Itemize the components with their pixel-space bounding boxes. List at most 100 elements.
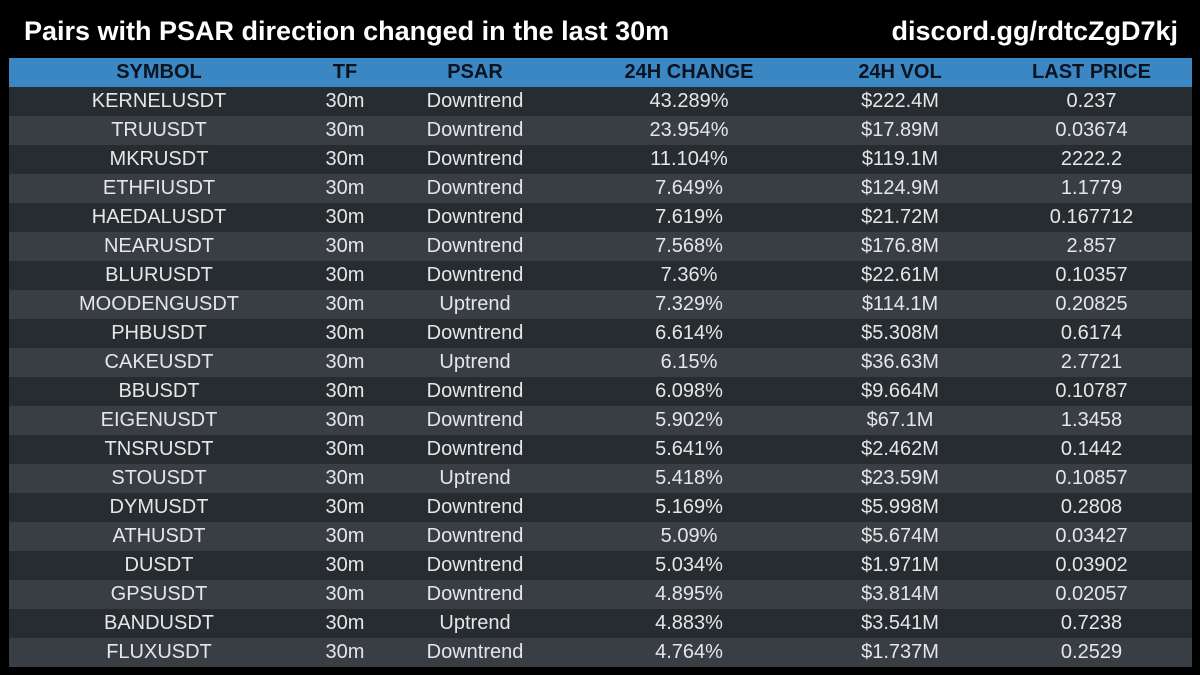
table-row[interactable]: HAEDALUSDT 30m Downtrend 7.619% $21.72M 0.167… (9, 203, 1192, 232)
volume-cell: $36.63M (861, 351, 939, 373)
symbol-cell: FLUXUSDT (106, 641, 212, 663)
table-row[interactable]: KERNELUSDT 30m Downtrend 43.289% $222.4M 0.23… (9, 87, 1192, 116)
change-cell: 6.614% (655, 322, 723, 344)
tf-cell: 30m (325, 380, 365, 402)
symbol-cell: KERNELUSDT (91, 90, 227, 112)
change-cell: 7.36% (660, 264, 718, 286)
tf-cell: 30m (325, 438, 365, 460)
table-row[interactable]: ATHUSDT 30m Downtrend 5.09% $5.674M 0.03427 (9, 522, 1192, 551)
price-cell: 0.10787 (1055, 380, 1128, 402)
column-header-symbol[interactable]: SYMBOL (116, 61, 202, 83)
psar-cell: Downtrend (426, 496, 524, 518)
symbol-cell: MOODENGUSDT (79, 293, 239, 315)
psar-cell: Downtrend (426, 206, 524, 228)
tf-cell: 30m (325, 235, 365, 257)
table-row[interactable]: STOUSDT 30m Uptrend 5.418% $23.59M 0.10857 (9, 464, 1192, 493)
column-header-psar[interactable]: PSAR (447, 61, 503, 83)
price-cell: 1.3458 (1060, 409, 1123, 431)
symbol-cell: NEARUSDT (103, 235, 214, 257)
table-body: KERNELUSDT 30m Downtrend 43.289% $222.4M 0.23… (9, 87, 1192, 667)
table-row[interactable]: CAKEUSDT 30m Uptrend 6.15% $36.63M 2.7721 (9, 348, 1192, 377)
table-row[interactable]: BLURUSDT 30m Downtrend 7.36% $22.61M 0.10357 (9, 261, 1192, 290)
table-row[interactable]: PHBUSDT 30m Downtrend 6.614% $5.308M 0.6174 (9, 319, 1192, 348)
change-cell: 6.098% (655, 380, 723, 402)
psar-cell: Downtrend (426, 148, 524, 170)
table-row[interactable]: MOODENGUSDT 30m Uptrend 7.329% $114.1M 0.2082… (9, 290, 1192, 319)
table-row[interactable]: GPSUSDT 30m Downtrend 4.895% $3.814M 0.02057 (9, 580, 1192, 609)
symbol-cell: MKRUSDT (109, 148, 209, 170)
tf-cell: 30m (325, 525, 365, 547)
psar-cell: Downtrend (426, 641, 524, 663)
change-cell: 7.568% (655, 235, 723, 257)
change-cell: 5.902% (655, 409, 723, 431)
title-bar: Pairs with PSAR direction changed in the… (0, 0, 1200, 58)
psar-cell: Uptrend (439, 612, 511, 634)
change-cell: 23.954% (649, 119, 729, 141)
symbol-cell: GPSUSDT (110, 583, 208, 605)
table-row[interactable]: EIGENUSDT 30m Downtrend 5.902% $67.1M 1.3458 (9, 406, 1192, 435)
table-row[interactable]: NEARUSDT 30m Downtrend 7.568% $176.8M 2.857 (9, 232, 1192, 261)
table-row[interactable]: DYMUSDT 30m Downtrend 5.169% $5.998M 0.2808 (9, 493, 1192, 522)
change-cell: 11.104% (650, 148, 728, 170)
symbol-cell: PHBUSDT (111, 322, 207, 344)
change-cell: 43.289% (649, 90, 729, 112)
volume-cell: $3.814M (861, 583, 939, 605)
price-cell: 2222.2 (1060, 148, 1123, 170)
psar-cell: Downtrend (426, 583, 524, 605)
price-cell: 0.03674 (1055, 119, 1128, 141)
tf-cell: 30m (325, 351, 365, 373)
change-cell: 6.15% (660, 351, 718, 373)
volume-cell: $3.541M (861, 612, 939, 634)
table-header-row: SYMBOL TF PSAR 24H CHANGE 24H VOL LAST P… (9, 58, 1192, 87)
symbol-cell: CAKEUSDT (104, 351, 214, 373)
table-row[interactable]: FLUXUSDT 30m Downtrend 4.764% $1.737M 0.2529 (9, 638, 1192, 667)
price-cell: 0.1442 (1060, 438, 1123, 460)
symbol-cell: BLURUSDT (105, 264, 213, 286)
change-cell: 5.641% (655, 438, 723, 460)
table-row[interactable]: BANDUSDT 30m Uptrend 4.883% $3.541M 0.7238 (9, 609, 1192, 638)
volume-cell: $124.9M (861, 177, 939, 199)
column-header-last-price[interactable]: LAST PRICE (1032, 61, 1151, 83)
psar-cell: Downtrend (426, 264, 524, 286)
change-cell: 5.418% (655, 467, 723, 489)
price-cell: 0.2808 (1060, 496, 1123, 518)
volume-cell: $119.1M (861, 148, 939, 170)
symbol-cell: ATHUSDT (112, 525, 206, 547)
psar-cell: Downtrend (426, 525, 524, 547)
page-title: Pairs with PSAR direction changed in the… (24, 16, 670, 46)
price-cell: 0.237 (1066, 90, 1117, 112)
symbol-cell: TNSRUSDT (104, 438, 214, 460)
change-cell: 5.034% (655, 554, 723, 576)
table-row[interactable]: TNSRUSDT 30m Downtrend 5.641% $2.462M 0.1442 (9, 435, 1192, 464)
volume-cell: $114.1M (861, 293, 939, 315)
column-header-tf[interactable]: TF (332, 61, 358, 83)
table-row[interactable]: BBUSDT 30m Downtrend 6.098% $9.664M 0.10787 (9, 377, 1192, 406)
change-cell: 7.619% (655, 206, 723, 228)
psar-cell: Downtrend (426, 322, 524, 344)
column-header-24h-change[interactable]: 24H CHANGE (624, 61, 754, 83)
volume-cell: $176.8M (861, 235, 939, 257)
psar-cell: Downtrend (426, 438, 524, 460)
price-cell: 0.10357 (1055, 264, 1128, 286)
table-row[interactable]: DUSDT 30m Downtrend 5.034% $1.971M 0.03902 (9, 551, 1192, 580)
column-header-24h-vol[interactable]: 24H VOL (858, 61, 942, 83)
symbol-cell: BANDUSDT (103, 612, 214, 634)
change-cell: 7.649% (655, 177, 723, 199)
psar-cell: Uptrend (439, 351, 511, 373)
volume-cell: $23.59M (861, 467, 939, 489)
table-row[interactable]: TRUUSDT 30m Downtrend 23.954% $17.89M 0.03674 (9, 116, 1192, 145)
volume-cell: $5.674M (861, 525, 939, 547)
symbol-cell: DYMUSDT (109, 496, 209, 518)
price-cell: 0.2529 (1060, 641, 1123, 663)
symbol-cell: TRUUSDT (111, 119, 207, 141)
price-cell: 0.03902 (1055, 554, 1128, 576)
discord-link[interactable]: discord.gg/rdtcZgD7kj (891, 16, 1178, 46)
change-cell: 4.883% (655, 612, 723, 634)
psar-cell: Downtrend (426, 409, 524, 431)
table-row[interactable]: MKRUSDT 30m Downtrend 11.104% $119.1M 2222.2 (9, 145, 1192, 174)
symbol-cell: BBUSDT (118, 380, 200, 402)
volume-cell: $17.89M (861, 119, 939, 141)
volume-cell: $67.1M (866, 409, 934, 431)
table-row[interactable]: ETHFIUSDT 30m Downtrend 7.649% $124.9M 1.1779 (9, 174, 1192, 203)
price-cell: 0.10857 (1055, 467, 1128, 489)
